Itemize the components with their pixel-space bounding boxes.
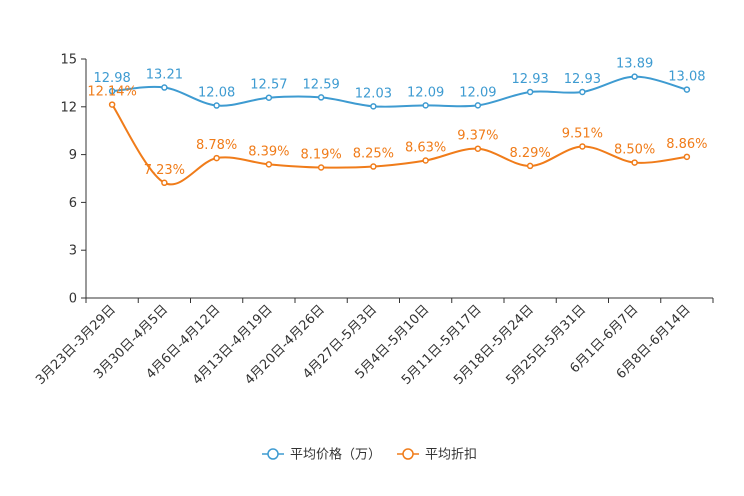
data-label: 8.50% <box>614 143 655 158</box>
legend-label: 平均价格（万） <box>290 447 381 463</box>
data-point <box>108 101 116 108</box>
data-point <box>108 87 116 95</box>
data-point <box>526 88 534 96</box>
data-label: 12.57 <box>250 78 287 93</box>
y-tick-label: 6 <box>69 196 77 211</box>
data-label: 8.78% <box>196 138 237 153</box>
series-line-1 <box>112 75 688 108</box>
data-label: 9.37% <box>457 129 498 144</box>
data-point <box>631 159 638 166</box>
data-label: 8.86% <box>666 137 707 152</box>
data-label: 13.89 <box>616 57 653 72</box>
data-point <box>422 102 429 109</box>
data-label: 12.03 <box>355 86 392 101</box>
y-tick-label: 3 <box>69 244 77 259</box>
data-point <box>579 88 586 96</box>
data-point <box>265 94 273 101</box>
data-label: 12.14% <box>87 85 137 100</box>
data-point <box>631 73 638 80</box>
data-label: 12.98 <box>94 71 131 86</box>
data-label: 12.59 <box>303 77 340 92</box>
data-label: 13.21 <box>146 68 183 83</box>
data-point <box>161 179 168 187</box>
data-point <box>683 153 691 161</box>
data-point <box>579 143 586 150</box>
data-label: 8.29% <box>509 146 550 161</box>
legend-item-1[interactable]: 平均价格（万） <box>262 447 381 463</box>
data-label: 12.93 <box>512 72 549 87</box>
data-label: 8.39% <box>248 144 289 159</box>
data-point <box>161 84 168 91</box>
chart-legend[interactable]: 平均价格（万） 平均折扣 <box>262 447 477 463</box>
data-label: 13.08 <box>668 70 705 85</box>
data-label: 12.93 <box>564 72 601 87</box>
data-point <box>683 86 691 93</box>
data-label: 8.25% <box>353 147 394 162</box>
data-point <box>213 102 220 109</box>
data-label: 7.23% <box>144 163 185 178</box>
data-point <box>474 145 482 152</box>
legend-item-2[interactable]: 平均折扣 <box>397 448 477 463</box>
chart-axes: 036912153月23日-3月29日3月30日-4月5日4月6日-4月12日4… <box>33 53 714 388</box>
chart-series <box>108 73 691 187</box>
data-point <box>370 163 377 170</box>
data-point <box>317 94 325 101</box>
y-tick-label: 12 <box>60 100 77 115</box>
data-label: 8.19% <box>300 148 341 163</box>
y-tick-label: 9 <box>69 148 77 163</box>
data-point <box>213 154 220 162</box>
data-label: 8.63% <box>405 140 446 155</box>
data-point <box>422 157 429 164</box>
legend-marker-icon <box>402 448 414 460</box>
data-point <box>370 103 377 110</box>
legend-marker-icon <box>267 448 279 460</box>
legend-label: 平均折扣 <box>425 448 477 463</box>
data-label: 9.51% <box>562 126 603 141</box>
data-label: 12.09 <box>459 85 496 100</box>
data-label: 12.09 <box>407 85 444 100</box>
y-tick-label: 0 <box>69 292 77 307</box>
data-point <box>526 162 534 170</box>
data-label: 12.08 <box>198 86 235 101</box>
data-point <box>317 164 325 171</box>
chart-data-labels: 12.98 13.21 12.08 12.57 12.59 12.03 12.09 12.09… <box>87 57 707 178</box>
data-point <box>265 161 273 168</box>
data-point <box>474 102 482 109</box>
y-tick-label: 15 <box>60 53 77 68</box>
